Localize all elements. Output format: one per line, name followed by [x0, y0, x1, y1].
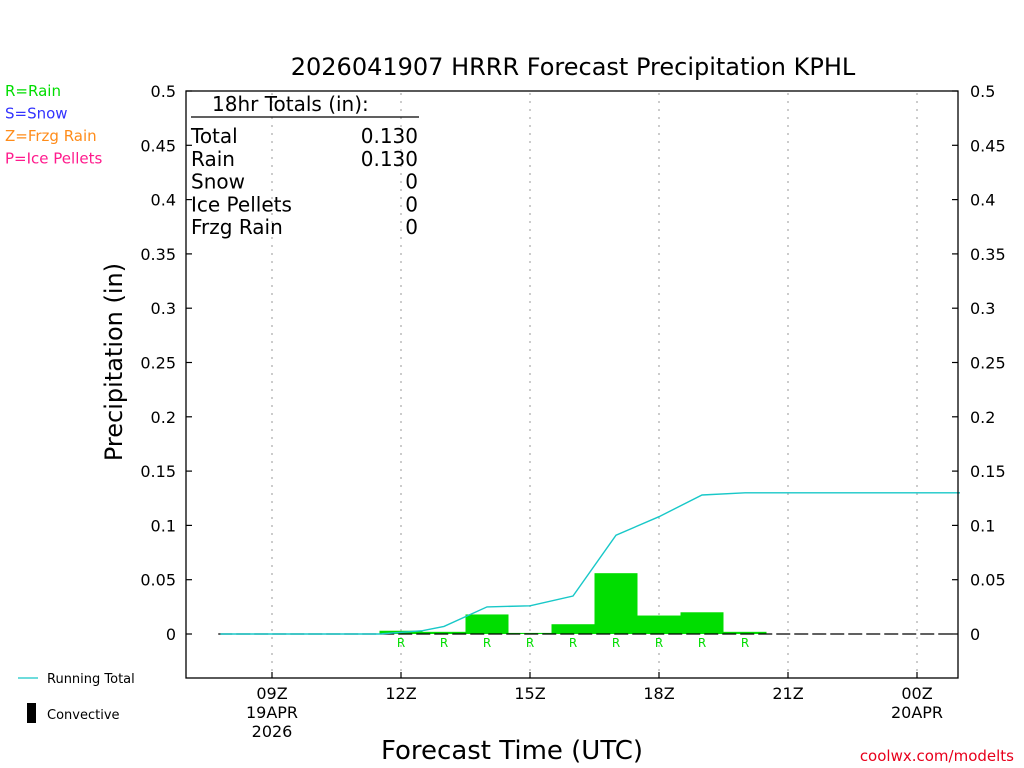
y-tick-label-left: 0.15 — [140, 462, 176, 481]
y-tick-label-right: 0.1 — [970, 516, 995, 535]
convective-swatch — [27, 703, 36, 723]
y-tick-label-left: 0.5 — [151, 82, 176, 101]
y-tick-label-right: 0.15 — [970, 462, 1006, 481]
series-legend: Running Total Convective — [18, 672, 135, 723]
convective-legend-label: Convective — [47, 708, 120, 723]
credit-text: coolwx.com/modelts — [860, 747, 1014, 765]
precip-type-letter: R — [612, 636, 620, 650]
type-legend-item: S=Snow — [5, 105, 68, 123]
precip-type-letter: R — [483, 636, 491, 650]
precip-type-letter: R — [526, 636, 534, 650]
totals-row-label: Snow — [191, 170, 245, 194]
precip-type-legend: R=Rain S=Snow Z=Frzg Rain P=Ice Pellets — [5, 82, 102, 168]
y-tick-label-left: 0.2 — [151, 408, 176, 427]
precip-type-letter: R — [655, 636, 663, 650]
running-total-line — [220, 492, 960, 635]
hourly-precip-bars — [379, 573, 767, 634]
y-tick-label-right: 0.3 — [970, 299, 995, 318]
totals-row-value: 0 — [405, 215, 418, 239]
x-tick-label: 09Z — [256, 684, 287, 703]
precip-bar — [594, 573, 638, 634]
totals-row-label: Ice Pellets — [191, 192, 292, 216]
y-tick-label-right: 0.05 — [970, 571, 1006, 590]
y-tick-label-left: 0.05 — [140, 571, 176, 590]
x-tick-label: 2026 — [252, 722, 293, 741]
precip-type-letter: R — [698, 636, 706, 650]
precip-type-letter: R — [440, 636, 448, 650]
y-tick-label-right: 0.35 — [970, 245, 1006, 264]
type-legend-item: R=Rain — [5, 82, 61, 100]
totals-row-value: 0 — [405, 170, 418, 194]
running-total-legend-label: Running Total — [47, 672, 135, 687]
totals-box: 18hr Totals (in): Total 0.130 Rain 0.130 Sno… — [190, 92, 419, 239]
y-tick-label-right: 0.5 — [970, 82, 995, 101]
precip-bar — [465, 614, 509, 634]
vertical-gridlines — [271, 93, 918, 678]
totals-row-value: 0 — [405, 192, 418, 216]
y-tick-label-right: 0.4 — [970, 191, 995, 210]
totals-heading: 18hr Totals (in): — [212, 92, 369, 116]
y-axis-title: Precipitation (in) — [100, 263, 128, 461]
totals-row-label: Rain — [191, 147, 235, 171]
precip-bar — [422, 631, 466, 634]
x-tick-label: 21Z — [772, 684, 803, 703]
type-legend-item: Z=Frzg Rain — [5, 127, 97, 145]
y-tick-label-right: 0.25 — [970, 354, 1006, 373]
precip-bar — [723, 631, 767, 634]
x-tick-label: 00Z — [901, 684, 932, 703]
type-legend-item: P=Ice Pellets — [5, 150, 102, 168]
chart-title: 2026041907 HRRR Forecast Precipitation K… — [291, 53, 856, 81]
x-tick-label: 20APR — [891, 703, 943, 722]
y-tick-label-left: 0.35 — [140, 245, 176, 264]
y-tick-label-left: 0.3 — [151, 299, 176, 318]
plot-frame — [185, 90, 959, 679]
y-axis-right: 0 0.05 0.1 0.15 0.2 0.25 0.3 0.35 0.4 0.45 0.5 — [952, 82, 1006, 644]
running-total-series — [220, 492, 960, 635]
y-tick-label-left: 0.1 — [151, 516, 176, 535]
y-tick-label-right: 0 — [970, 625, 980, 644]
x-tick-label: 15Z — [514, 684, 545, 703]
precip-bar — [680, 612, 724, 634]
y-tick-label-left: 0.25 — [140, 354, 176, 373]
precip-type-letter: R — [569, 636, 577, 650]
totals-row-value: 0.130 — [361, 124, 418, 148]
y-axis-left: 0 0.05 0.1 0.15 0.2 0.25 0.3 0.35 0.4 0.45 0.5 — [140, 82, 192, 644]
precip-bar — [551, 624, 595, 634]
y-tick-label-right: 0.45 — [970, 136, 1006, 155]
x-tick-label: 18Z — [643, 684, 674, 703]
y-tick-label-left: 0 — [166, 625, 176, 644]
totals-row-label: Total — [190, 124, 238, 148]
y-tick-label-left: 0.4 — [151, 191, 176, 210]
totals-row-label: Frzg Rain — [191, 215, 283, 239]
precip-type-letter: R — [741, 636, 749, 650]
y-tick-label-right: 0.2 — [970, 408, 995, 427]
x-tick-label: 19APR — [246, 703, 298, 722]
precip-bar — [637, 615, 681, 634]
y-tick-label-left: 0.45 — [140, 136, 176, 155]
precip-type-letter: R — [397, 636, 405, 650]
x-tick-label: 12Z — [385, 684, 416, 703]
x-axis-title: Forecast Time (UTC) — [381, 736, 643, 766]
totals-row-value: 0.130 — [361, 147, 418, 171]
